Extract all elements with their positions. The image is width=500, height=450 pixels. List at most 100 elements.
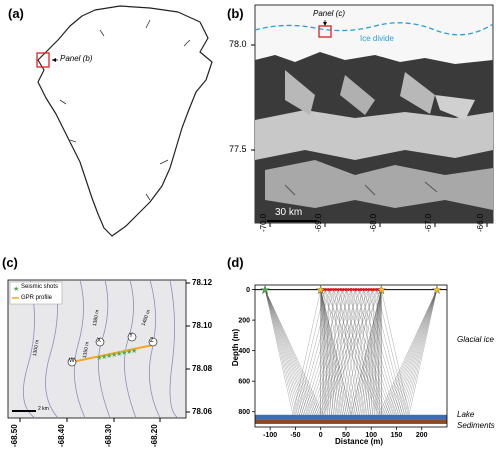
svg-text:★: ★ [96, 354, 102, 362]
receiver-array [319, 288, 383, 292]
ray-paths [264, 289, 438, 416]
receiver [329, 288, 332, 292]
receiver [365, 288, 368, 292]
receiver [337, 288, 340, 292]
x-tick-label: 100 [365, 432, 377, 439]
receiver [372, 288, 375, 292]
panel-b-label: (b) [227, 6, 244, 21]
c-xtick-0: -68.50 [10, 424, 19, 447]
scale-bar-b-label: 30 km [275, 207, 303, 218]
legend-seismic: Seismic shots [21, 284, 59, 290]
source-star-1: ★ [316, 285, 326, 297]
receiver [347, 288, 350, 292]
ray-diagram: ★ ★ ★ ★ -100 -50 0 50 100 150 200 0 200 400 600 800 [238, 284, 448, 439]
panel-b: (b) Panel (c) Ice divide 30 km 78.0 77.5… [225, 0, 500, 250]
axes: -100 -50 0 50 100 150 200 0 200 400 600 800 [238, 284, 448, 439]
x-tick-label: 200 [416, 432, 428, 439]
c-xtick-3: -68.20 [150, 424, 159, 447]
seismic-shots: ★★★ ★★★ ★★ [96, 347, 137, 362]
c-ytick-3: 78.06 [192, 407, 213, 416]
panel-c-callout: Panel (c) [313, 9, 346, 18]
receiver [357, 288, 360, 292]
receiver [339, 288, 342, 292]
ray-path [264, 289, 356, 416]
panel-d: (d) ★ ★ ★ ★ -100 -50 0 50 100 150 200 0 200 400 600 80… [225, 255, 500, 450]
sediment-layer [255, 419, 447, 424]
receiver [355, 288, 358, 292]
c-ytick-0: 78.12 [192, 278, 213, 287]
greenland-outline [37, 5, 213, 237]
svg-text:★: ★ [106, 352, 112, 360]
receiver [342, 288, 345, 292]
contour-map: ★ ★★★ ★★★ ★★ [7, 279, 190, 422]
point-w: W [69, 358, 75, 364]
y-tick-label: 0 [246, 287, 250, 294]
b-xtick-2: -68.0 [369, 213, 378, 232]
y-tick-label: 400 [238, 348, 250, 355]
panel-a: (a) Panel (b) [0, 0, 230, 245]
ray-path [346, 289, 438, 416]
svg-text:★: ★ [131, 347, 137, 355]
gpr-profile [71, 344, 154, 363]
c-ytick-1: 78.10 [192, 321, 213, 330]
source-star-2: ★ [376, 285, 386, 297]
receiver [367, 288, 370, 292]
ice-divide-line [254, 22, 494, 36]
receiver [375, 288, 378, 292]
svg-text:★: ★ [116, 350, 122, 358]
svg-text:★: ★ [101, 353, 107, 361]
y-tick-label: 200 [238, 318, 250, 325]
ray-path [355, 289, 438, 416]
receiver [334, 288, 337, 292]
b-xtick-0: -70.0 [259, 213, 268, 232]
source-markers: ★ ★ ★ ★ [260, 284, 442, 297]
receiver [324, 288, 327, 292]
receiver [380, 288, 383, 292]
lake-layer [255, 414, 447, 420]
x-tick-label: 50 [342, 432, 350, 439]
b-xtick-1: -69.0 [314, 213, 323, 232]
d-xlabel: Distance (m) [335, 437, 384, 446]
b-xtick-3: -67.0 [424, 213, 433, 232]
ray-path [264, 289, 326, 415]
x-tick-label: 0 [319, 432, 323, 439]
panel-d-label: (d) [227, 255, 244, 270]
receiver [370, 288, 373, 292]
x-tick-label: -50 [290, 432, 300, 439]
y-tick-label: 600 [238, 379, 250, 386]
svg-text:★: ★ [121, 349, 127, 357]
c-xtick-1: -68.40 [57, 424, 66, 447]
receiver [322, 288, 325, 292]
receiver [327, 288, 330, 292]
ray-path [264, 289, 347, 416]
panel-a-label: (a) [8, 6, 24, 21]
x-tick-label: -100 [263, 432, 277, 439]
receiver [319, 288, 322, 292]
greenland-map [36, 5, 213, 237]
y-tick-label: 800 [238, 409, 250, 416]
receiver [377, 288, 380, 292]
c-ytick-2: 78.08 [192, 364, 213, 373]
legend-star-icon: ★ [13, 285, 19, 293]
d-ylabel: Depth (m) [231, 328, 241, 367]
legend-gpr: GPR profile [21, 295, 53, 301]
source-star-3: ★ [432, 285, 442, 297]
point-y: Y [129, 333, 134, 339]
receiver [344, 288, 347, 292]
sediments-label: Sediments [457, 421, 495, 430]
glacial-ice-label: Glacial ice [457, 335, 494, 344]
point-x: X [97, 338, 102, 344]
scale-bar-c-label: 2 km [38, 406, 49, 412]
receiver [332, 288, 335, 292]
source-star-0: ★ [260, 285, 270, 297]
receiver [360, 288, 363, 292]
b-xtick-4: -66.0 [476, 213, 485, 232]
panel-b-box [36, 52, 50, 68]
x-tick-label: 150 [391, 432, 403, 439]
c-xtick-2: -68.30 [104, 424, 113, 447]
ray-path [376, 289, 438, 415]
point-z: Z [150, 338, 154, 344]
plot-frame [254, 284, 448, 428]
panel-c: (c) ★ ★ ★ ★ ★ ★ ★ ★ ★ [0, 255, 225, 450]
receiver [352, 288, 355, 292]
